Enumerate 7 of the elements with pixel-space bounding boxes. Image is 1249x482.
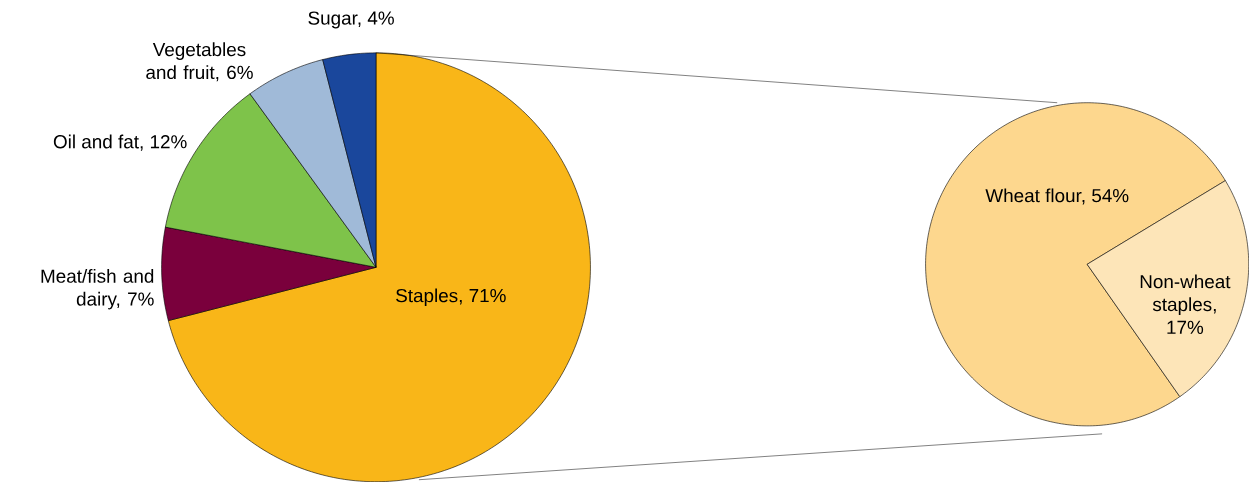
slice-label: Oil and fat, 12% [53,134,187,151]
slice-label: Staples, 71% [396,288,506,306]
slice-label: Meat/fish and dairy, 7% [41,269,154,310]
slice-label: Wheat flour, 54% [985,188,1129,205]
slice-label: Sugar, 4% [308,11,394,29]
slice-label: Non-wheat staples, 17% [1140,274,1231,334]
slice-label: Vegetables and fruit, 6% [146,42,253,82]
